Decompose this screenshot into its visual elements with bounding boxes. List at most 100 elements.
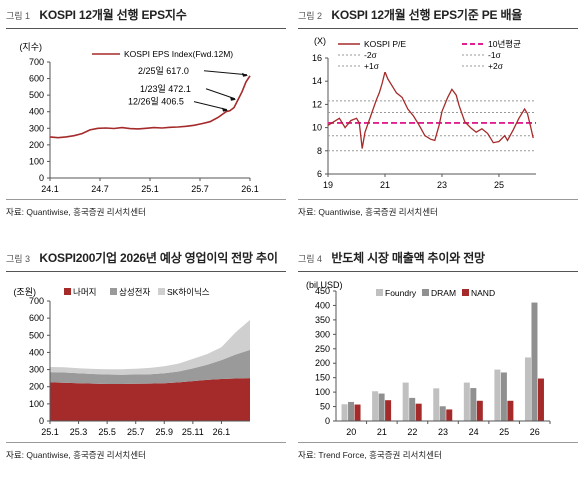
bar-foundry <box>433 388 440 421</box>
bar-foundry <box>524 357 531 421</box>
y-axis-unit: (조원) <box>13 287 36 297</box>
x-tick-label: 24.1 <box>41 184 59 194</box>
y-tick-label: 400 <box>315 300 330 310</box>
legend-bg <box>335 51 395 61</box>
x-tick-label: 19 <box>323 180 333 190</box>
legend-label: Foundry <box>385 288 417 298</box>
legend-swatch <box>376 289 383 296</box>
source-note: 자료: Quantiwise, 흥국증권 리서치센터 <box>6 450 146 460</box>
y-tick-label: 6 <box>317 169 322 179</box>
panel-header: 그림 2 KOSPI 12개월 선행 EPS기준 PE 배율 <box>298 6 522 28</box>
y-tick-label: 100 <box>315 387 330 397</box>
y-axis-unit: (bil.USD) <box>306 280 343 290</box>
y-tick-label: 700 <box>29 296 44 306</box>
y-tick-label: 600 <box>29 74 44 84</box>
x-tick-label: 26.1 <box>213 427 231 437</box>
y-tick-label: 8 <box>317 146 322 156</box>
legend-label: KOSPI P/E <box>364 39 406 49</box>
y-tick-label: 700 <box>29 57 44 67</box>
legend-label: KOSPI EPS Index(Fwd.12M) <box>124 49 233 59</box>
bar-dram <box>378 393 385 421</box>
y-tick-label: 0 <box>39 173 44 183</box>
y-tick-label: 0 <box>39 416 44 426</box>
y-tick-label: 100 <box>29 399 44 409</box>
panel-header: 그림 4 반도체 시장 매출액 추이와 전망 <box>298 249 485 271</box>
panel-op-profit: 그림 3 KOSPI200기업 2026년 예상 영업이익 전망 추이 (조원)… <box>0 243 292 485</box>
y-tick-label: 200 <box>29 382 44 392</box>
op-profit-chart: (조원) 0 100 200 300 400 500 600 700 25.1 25.3 25.5 25… <box>13 287 250 437</box>
divider <box>298 28 578 29</box>
x-tick-label: 25.9 <box>156 427 174 437</box>
panel-header: 그림 3 KOSPI200기업 2026년 예상 영업이익 전망 추이 <box>6 249 278 271</box>
panel-title: KOSPI 12개월 선행 EPS기준 PE 배율 <box>331 8 523 22</box>
bar-nand <box>385 400 392 421</box>
annotation-arrow <box>203 70 248 76</box>
divider <box>298 199 578 200</box>
y-tick-label: 300 <box>315 329 330 339</box>
y-tick-label: 50 <box>320 402 330 412</box>
x-tick-label: 25.11 <box>182 427 204 437</box>
annotation-arrowhead <box>242 72 248 77</box>
legend-swatch <box>422 289 429 296</box>
panel-semiconductor: 그림 4 반도체 시장 매출액 추이와 전망 (bil.USD) 0 50 100 15… <box>292 243 584 485</box>
figure-number: 그림 3 <box>6 254 31 264</box>
x-tick-label: 25 <box>499 427 509 437</box>
y-tick-label: 200 <box>315 358 330 368</box>
bar-nand <box>476 400 483 421</box>
x-tick-label: 21 <box>377 427 387 437</box>
y-tick-label: 400 <box>29 347 44 357</box>
legend-bg <box>335 40 395 50</box>
y-axis-unit: (X) <box>314 36 326 46</box>
y-tick-label: 100 <box>29 156 44 166</box>
pe-ratio-chart: (X) 6 8 10 12 14 16 19 21 23 25 KOSPI P/E 10년평균 -2σ -1… <box>312 36 536 190</box>
x-tick-label: 25.1 <box>41 427 59 437</box>
x-tick-label: 26.1 <box>241 184 259 194</box>
divider <box>298 442 578 443</box>
divider <box>298 271 578 272</box>
y-tick-label: 500 <box>29 330 44 340</box>
legend-label: +1σ <box>364 61 380 71</box>
legend-label: -2σ <box>364 50 378 60</box>
y-axis-unit: (지수) <box>19 42 42 52</box>
bar-dram <box>531 302 538 421</box>
panel-title: 반도체 시장 매출액 추이와 전망 <box>331 251 485 265</box>
y-tick-label: 450 <box>315 286 330 296</box>
panel-title: KOSPI200기업 2026년 예상 영업이익 전망 추이 <box>39 251 278 265</box>
y-tick-label: 600 <box>29 313 44 323</box>
y-tick-label: 12 <box>312 99 322 109</box>
bar-foundry <box>494 369 501 421</box>
x-tick-label: 22 <box>407 427 417 437</box>
legend-bg <box>335 62 395 72</box>
pe-ratio-line <box>327 69 534 149</box>
y-tick-label: 300 <box>29 365 44 375</box>
x-tick-label: 26 <box>530 427 540 437</box>
eps-index-line <box>49 75 251 139</box>
annotation-arrow <box>193 101 228 111</box>
legend-label: NAND <box>471 288 495 298</box>
panel-eps-index: 그림 1 KOSPI 12개월 선행 EPS지수 (지수) 0 100 200 300 4… <box>0 0 292 242</box>
source-note: 자료: Quantiwise, 흥국증권 리서치센터 <box>298 207 438 217</box>
annotation-arrowhead <box>230 96 236 101</box>
area-skhynix <box>50 319 250 375</box>
y-tick-label: 400 <box>29 107 44 117</box>
bar-nand <box>507 400 514 421</box>
panel-pe-ratio: 그림 2 KOSPI 12개월 선행 EPS기준 PE 배율 (X) 6 8 10 12… <box>292 0 584 242</box>
legend-label: 10년평균 <box>488 39 521 49</box>
x-tick-label: 25.5 <box>98 427 116 437</box>
x-tick-label: 25.3 <box>70 427 88 437</box>
y-tick-label: 150 <box>315 373 330 383</box>
bar-dram <box>348 401 355 421</box>
bar-dram <box>439 406 446 421</box>
source-note: 자료: Trend Force, 흥국증권 리서치센터 <box>298 450 442 460</box>
figure-number: 그림 4 <box>298 254 323 264</box>
divider <box>6 199 286 200</box>
area-rest <box>50 378 250 421</box>
bar-foundry <box>402 382 409 421</box>
legend-label: +2σ <box>488 61 504 71</box>
bar-nand <box>415 403 422 421</box>
area-samsung <box>50 349 250 384</box>
y-tick-label: 16 <box>312 53 322 63</box>
bar-foundry <box>463 382 470 421</box>
eps-index-chart: (지수) 0 100 200 300 400 500 600 700 24.1 24.7 25.1 25… <box>19 42 259 194</box>
x-tick-label: 24 <box>469 427 479 437</box>
